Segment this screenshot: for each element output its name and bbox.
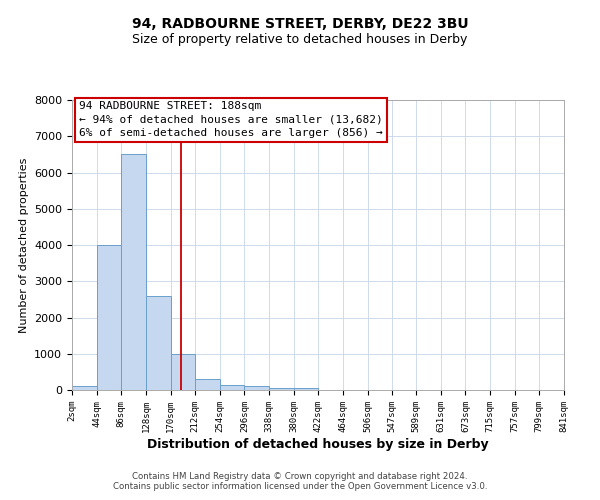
X-axis label: Distribution of detached houses by size in Derby: Distribution of detached houses by size … <box>147 438 489 450</box>
Bar <box>269 388 293 390</box>
Text: 94, RADBOURNE STREET, DERBY, DE22 3BU: 94, RADBOURNE STREET, DERBY, DE22 3BU <box>131 18 469 32</box>
Bar <box>293 388 318 390</box>
Bar <box>146 296 170 390</box>
Bar <box>97 245 121 390</box>
Bar <box>121 154 146 390</box>
Text: Contains HM Land Registry data © Crown copyright and database right 2024.: Contains HM Land Registry data © Crown c… <box>132 472 468 481</box>
Text: Contains public sector information licensed under the Open Government Licence v3: Contains public sector information licen… <box>113 482 487 491</box>
Text: 94 RADBOURNE STREET: 188sqm
← 94% of detached houses are smaller (13,682)
6% of : 94 RADBOURNE STREET: 188sqm ← 94% of det… <box>79 102 383 138</box>
Bar <box>195 379 220 390</box>
Bar <box>72 386 97 390</box>
Y-axis label: Number of detached properties: Number of detached properties <box>19 158 29 332</box>
Bar <box>220 384 244 390</box>
Text: Size of property relative to detached houses in Derby: Size of property relative to detached ho… <box>133 32 467 46</box>
Bar <box>244 386 269 390</box>
Bar <box>170 354 195 390</box>
